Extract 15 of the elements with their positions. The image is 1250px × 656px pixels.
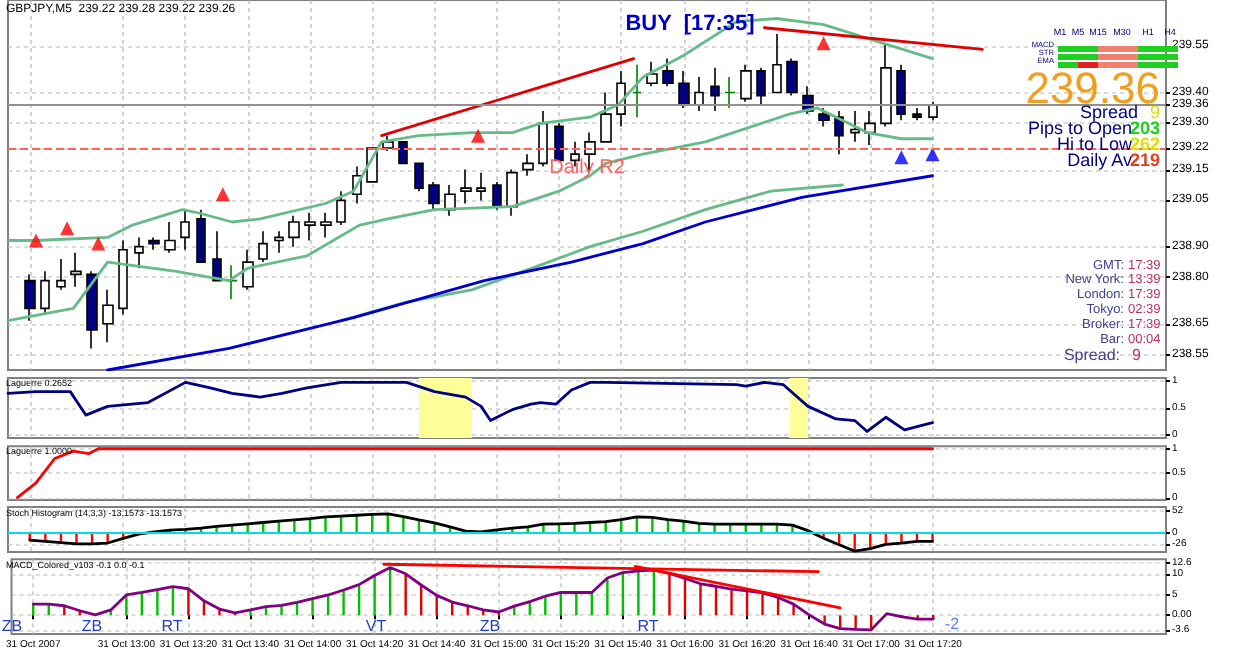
annotation: ZB (479, 617, 501, 635)
annotation: 9 (1149, 102, 1160, 122)
annotation: ZB (81, 617, 103, 635)
annotation: 219 (1129, 150, 1160, 170)
annotation: Daily Av (1067, 150, 1133, 170)
annotation: RT (161, 617, 183, 635)
annotation: 203 (1129, 118, 1160, 138)
annotation: Pips to Open (1027, 118, 1132, 138)
annotation: ZB (1, 617, 23, 635)
annotation: -2 (944, 615, 961, 633)
annotation: RT (637, 617, 659, 635)
annotation: Spread (1079, 102, 1138, 122)
annotation: VT (365, 617, 387, 635)
annotation: Spread: (1063, 346, 1120, 364)
annotation: 9 (1132, 346, 1142, 364)
